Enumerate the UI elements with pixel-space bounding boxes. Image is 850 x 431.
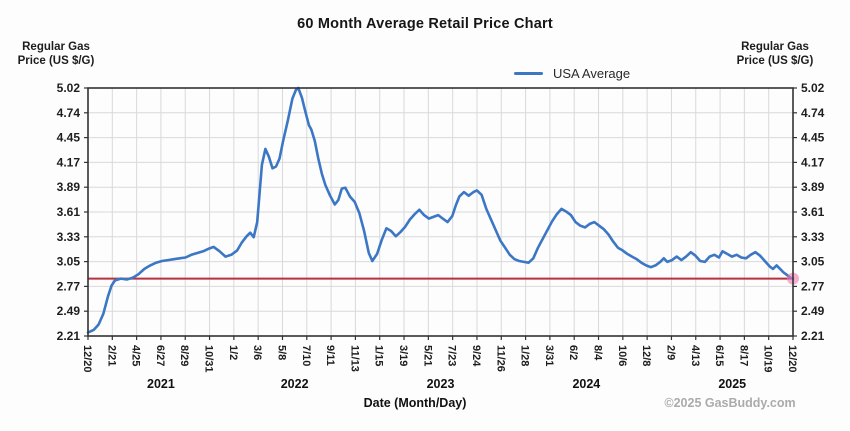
x-tick-label: 5/21 [421,345,433,366]
x-tick-label: 10/19 [762,345,774,373]
x-tick-label: 6/27 [154,345,166,366]
y-axis-header-right-line1: Regular Gas [741,41,809,53]
x-tick-label: 10/6 [616,345,628,366]
y-tick-label-left: 5.02 [57,81,81,95]
x-tick-label: 8/29 [178,345,190,366]
x-tick-label: 2/9 [664,345,676,360]
x-tick-label: 11/13 [348,345,360,372]
y-tick-label-right: 2.49 [801,304,825,318]
x-axis-title: Date (Month/Day) [363,396,467,410]
x-tick-label: 5/8 [275,345,287,360]
y-tick-label-right: 4.74 [801,106,825,120]
y-tick-label-right: 5.02 [801,81,825,95]
x-tick-label: 3/31 [543,345,555,366]
x-tick-label: 3/6 [251,345,263,360]
usa-average-line [86,86,795,334]
y-axis-header-left-line2: Price (US $/G) [17,55,95,67]
y-tick-label-right: 3.33 [801,230,825,244]
legend-label: USA Average [553,66,631,81]
y-axis-header-right: Regular Gas Price (US $/G) [722,40,828,68]
y-tick-label-left: 2.49 [57,304,81,318]
year-label: 2022 [281,377,309,391]
x-tick-label: 7/23 [446,345,458,366]
x-tick-label: 9/11 [324,345,336,366]
y-tick-label-right: 2.77 [801,279,825,293]
x-tick-label: 7/10 [300,345,312,366]
y-tick-label-left: 2.77 [57,279,81,293]
x-tick-label: 1/15 [373,345,385,366]
plot-border [87,87,794,337]
x-tick-label: 12/8 [640,345,652,366]
year-label: 2023 [427,377,455,391]
year-label: 2025 [718,377,746,391]
y-tick-label-right: 3.89 [801,180,825,194]
y-tick-label-left: 4.17 [57,155,81,169]
y-tick-label-left: 3.05 [57,255,81,269]
x-tick-label: 1/2 [227,345,239,360]
x-tick-label: 3/19 [397,345,409,366]
x-tick-label: 12/20 [786,345,798,373]
year-label: 2021 [147,377,175,391]
y-tick-label-right: 2.21 [801,329,825,343]
legend-line-icon [514,72,543,75]
y-axis-header-right-line2: Price (US $/G) [736,55,814,67]
y-axis-header-left-line1: Regular Gas [22,41,90,53]
x-tick-label: 4/25 [130,345,142,366]
y-tick-label-left: 3.89 [57,180,81,194]
y-tick-label-right: 3.05 [801,255,825,269]
chart-title: 60 Month Average Retail Price Chart [297,16,553,32]
x-tick-label: 8/4 [592,345,604,361]
y-tick-label-left: 4.74 [57,106,81,120]
year-label: 2024 [572,377,600,391]
x-tick-label: 6/15 [713,345,725,366]
y-tick-label-left: 4.45 [57,131,81,145]
x-tick-label: 1/28 [519,345,531,366]
x-tick-label: 4/13 [689,345,701,366]
x-tick-label: 11/26 [494,345,506,372]
y-tick-label-left: 2.21 [57,329,81,343]
x-tick-label: 10/31 [203,345,215,373]
x-tick-label: 8/17 [737,345,749,366]
y-axis-header-left: Regular Gas Price (US $/G) [8,40,104,68]
y-tick-label-right: 3.61 [801,205,825,219]
y-tick-label-right: 4.17 [801,155,825,169]
legend: USA Average [514,66,630,81]
x-tick-label: 9/24 [470,345,482,367]
x-tick-label: 6/2 [567,345,579,360]
x-tick-label: 12/20 [81,345,93,373]
y-tick-label-left: 3.33 [57,230,81,244]
copyright-text: ©2025 GasBuddy.com [664,396,796,410]
y-tick-label-right: 4.45 [801,131,825,145]
x-tick-label: 2/21 [105,345,117,366]
y-tick-label-left: 3.61 [57,205,81,219]
